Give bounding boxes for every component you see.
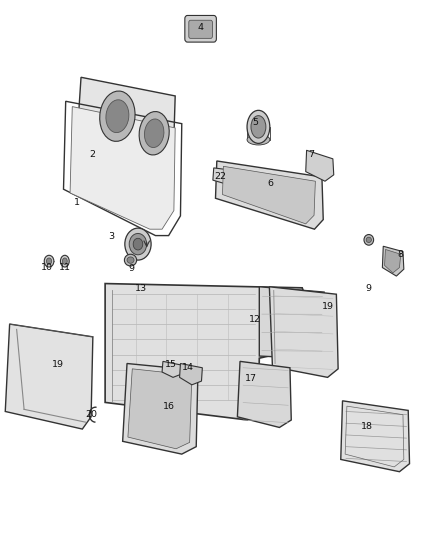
Ellipse shape (247, 134, 270, 145)
Text: 12: 12 (249, 316, 261, 324)
Polygon shape (223, 166, 315, 224)
Polygon shape (259, 287, 326, 357)
Text: 14: 14 (181, 364, 194, 372)
Text: 4: 4 (198, 23, 204, 32)
Text: 6: 6 (268, 180, 274, 188)
Text: 16: 16 (162, 402, 175, 410)
Polygon shape (213, 168, 243, 185)
Text: 8: 8 (398, 251, 404, 259)
Polygon shape (123, 364, 198, 454)
Ellipse shape (62, 258, 67, 264)
Ellipse shape (46, 258, 52, 264)
Text: 19: 19 (321, 302, 334, 311)
Ellipse shape (100, 91, 135, 141)
Text: 2: 2 (89, 150, 95, 159)
Polygon shape (341, 401, 410, 472)
Text: 19: 19 (52, 360, 64, 368)
Ellipse shape (106, 100, 129, 133)
Text: 3: 3 (109, 232, 115, 240)
Polygon shape (269, 287, 338, 377)
Text: 20: 20 (85, 410, 97, 419)
Polygon shape (215, 161, 323, 229)
Text: 10: 10 (41, 263, 53, 272)
Ellipse shape (364, 235, 374, 245)
Text: 5: 5 (252, 118, 258, 127)
Polygon shape (237, 361, 291, 427)
Polygon shape (70, 107, 175, 229)
Ellipse shape (133, 238, 143, 250)
Ellipse shape (366, 237, 371, 243)
Polygon shape (162, 361, 182, 377)
Text: 22: 22 (214, 173, 226, 181)
Text: 9: 9 (365, 285, 371, 293)
Ellipse shape (247, 110, 270, 143)
Ellipse shape (127, 257, 134, 263)
Polygon shape (105, 284, 304, 420)
Polygon shape (5, 324, 93, 429)
Ellipse shape (145, 119, 164, 148)
Ellipse shape (251, 116, 266, 138)
Polygon shape (385, 249, 401, 273)
Text: 17: 17 (244, 374, 257, 383)
Polygon shape (128, 369, 192, 449)
Ellipse shape (44, 255, 54, 267)
Text: 15: 15 (165, 360, 177, 368)
Ellipse shape (60, 255, 69, 267)
Ellipse shape (124, 254, 137, 266)
Ellipse shape (139, 111, 169, 155)
Text: 13: 13 (135, 285, 148, 293)
Polygon shape (306, 150, 334, 181)
Ellipse shape (129, 233, 147, 255)
Text: 7: 7 (308, 150, 314, 159)
FancyBboxPatch shape (185, 15, 216, 42)
Polygon shape (382, 246, 404, 276)
Text: 11: 11 (59, 263, 71, 272)
Text: 9: 9 (128, 264, 134, 272)
FancyBboxPatch shape (189, 20, 212, 38)
Polygon shape (180, 364, 202, 385)
Polygon shape (77, 77, 175, 177)
Text: 1: 1 (74, 198, 80, 207)
Text: 18: 18 (361, 422, 373, 431)
Ellipse shape (125, 228, 151, 260)
